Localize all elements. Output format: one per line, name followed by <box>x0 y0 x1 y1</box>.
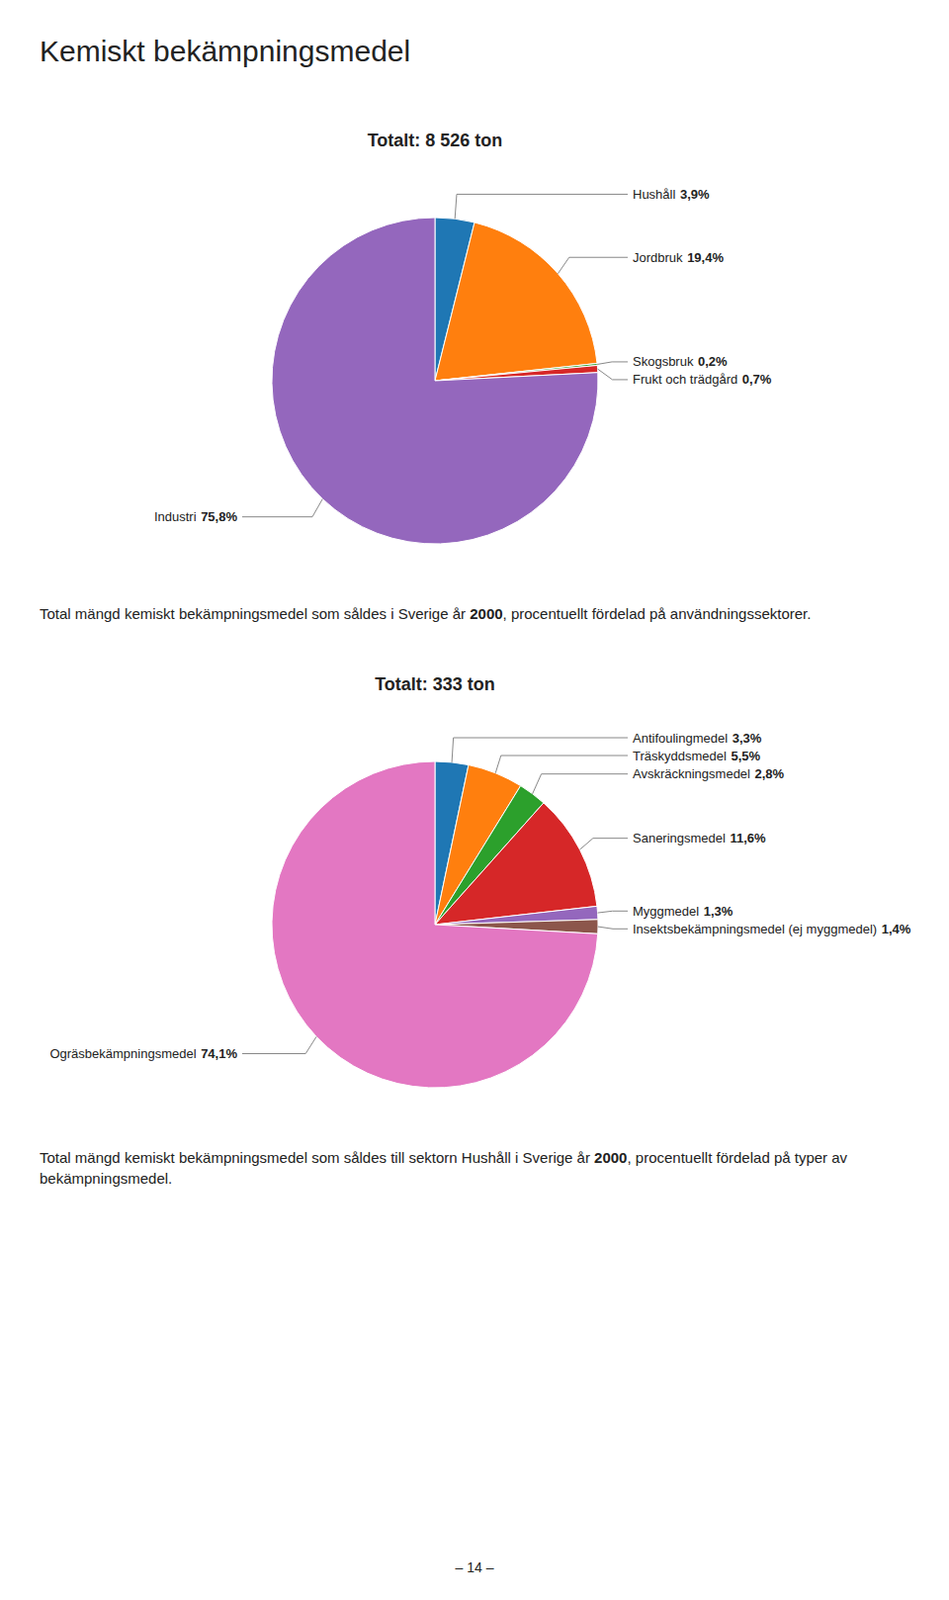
pie-slice <box>271 217 599 544</box>
pie-chart: Totalt: 333 ton Antifoulingmedel3,3% Träsk… <box>49 674 911 1088</box>
page-title: Kemiskt bekämpningsmedel <box>39 34 411 68</box>
slice-value-label: 3,3% <box>732 730 763 746</box>
slice-label: Industri75,8% <box>154 509 238 524</box>
leader-line <box>580 838 628 850</box>
slice-value-label: 1,3% <box>703 903 734 919</box>
pie-slice <box>434 222 598 381</box>
caption: Total mängd kemiskt bekämpningsmedel som… <box>39 603 910 624</box>
slice-category: Skogsbruk <box>632 353 694 369</box>
slice-value-label: 1,4% <box>881 921 912 937</box>
caption-part: 2000 <box>469 604 503 622</box>
labels: Hushåll3,9% Jordbruk19,4% Skogsbruk0,2% Fru… <box>154 186 773 524</box>
chart-title: Totalt: 333 ton <box>374 674 496 694</box>
pie-slice <box>434 802 598 925</box>
chart-title: Totalt: 8 526 ton <box>367 130 504 151</box>
caption-box: Total mängd kemiskt bekämpningsmedel som… <box>39 1146 910 1226</box>
slice-category: Avskräckningsmedel <box>632 766 751 781</box>
slice-label: Träskyddsmedel5,5% <box>632 748 762 764</box>
slice-value-label: 75,8% <box>200 509 238 524</box>
slice-value-label: 0,2% <box>697 353 728 369</box>
slices <box>271 761 599 1088</box>
leader-line <box>454 193 628 219</box>
slice-label: Ogräsbekämpningsmedel74,1% <box>49 1045 238 1061</box>
leader-line <box>242 1035 317 1053</box>
leader-line <box>597 361 628 365</box>
slice-category: Industri <box>154 509 197 524</box>
slice-value-label: 74,1% <box>200 1045 238 1061</box>
leader-line <box>557 257 628 273</box>
slice-label: Antifoulingmedel3,3% <box>632 730 763 746</box>
slice-label: Jordbruk19,4% <box>632 250 724 265</box>
slice-label: Insektsbekämpningsmedel (ej myggmedel)1,… <box>632 921 912 937</box>
slice-label: Frukt och trädgård0,7% <box>632 371 773 387</box>
slice-category: Antifoulingmedel <box>632 730 728 746</box>
slice-label: Saneringsmedel11,6% <box>632 830 767 846</box>
slice-value-label: 11,6% <box>730 830 768 846</box>
caption-part: Total mängd kemiskt bekämpningsmedel som… <box>39 1148 595 1166</box>
leader-line <box>598 910 628 913</box>
slice-label: Myggmedel1,3% <box>632 903 734 919</box>
leader-line <box>242 499 323 518</box>
slice-category: Hushåll <box>632 186 676 202</box>
caption-part: , procentuellt fördelad på användningsse… <box>503 604 812 622</box>
slices <box>271 217 599 544</box>
slice-category: Saneringsmedel <box>632 830 726 846</box>
caption: Total mängd kemiskt bekämpningsmedel som… <box>39 1146 910 1189</box>
slice-value-label: 19,4% <box>687 250 724 265</box>
slice-value-label: 0,7% <box>742 371 773 387</box>
slice-category: Träskyddsmedel <box>632 748 727 764</box>
labels: Antifoulingmedel3,3% Träskyddsmedel5,5% Av… <box>49 730 911 1061</box>
leader-line <box>598 368 628 380</box>
leader-line <box>451 737 628 763</box>
slice-value-label: 3,9% <box>680 186 710 202</box>
slice-category: Insektsbekämpningsmedel (ej myggmedel) <box>632 921 877 937</box>
slice-category: Ogräsbekämpningsmedel <box>49 1045 196 1061</box>
leader-line <box>598 926 628 929</box>
slice-value-label: 5,5% <box>730 748 761 764</box>
slice-category: Jordbruk <box>632 250 684 265</box>
slice-label: Hushåll3,9% <box>632 186 710 202</box>
caption-box: Total mängd kemiskt bekämpningsmedel som… <box>39 603 910 683</box>
slice-category: Myggmedel <box>632 903 699 919</box>
pie-chart: Totalt: 8 526 ton Hushåll3,9% Jordbruk19,4… <box>154 130 773 544</box>
leader-line <box>495 755 628 774</box>
slice-label: Skogsbruk0,2% <box>632 353 728 369</box>
pie-slice <box>271 761 599 1088</box>
leader-line <box>532 774 628 794</box>
page-number: – 14 – <box>455 1558 495 1575</box>
page: Kemiskt bekämpningsmedel Totalt: 8 526 to… <box>0 0 949 1600</box>
slice-category: Frukt och trädgård <box>632 371 738 387</box>
slice-value-label: 2,8% <box>755 766 785 781</box>
slice-label: Avskräckningsmedel 2,8% <box>632 766 785 781</box>
caption-part: 2000 <box>594 1148 627 1166</box>
caption-part: Total mängd kemiskt bekämpningsmedel som… <box>39 604 470 622</box>
